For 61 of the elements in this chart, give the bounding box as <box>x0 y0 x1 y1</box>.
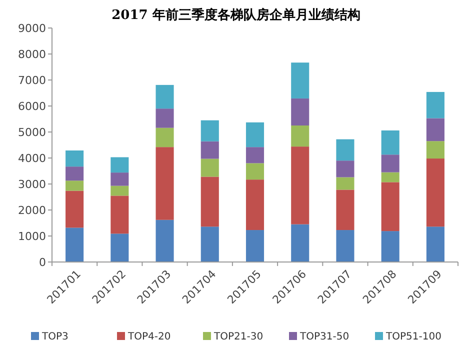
y-tick-label: 1000 <box>18 230 46 243</box>
bar <box>291 126 310 147</box>
legend-label: TOP51-100 <box>385 332 442 342</box>
y-tick-label: 4000 <box>18 152 46 165</box>
bar <box>66 228 84 262</box>
bar <box>381 130 400 155</box>
y-tick-label: 5000 <box>18 126 46 139</box>
bar <box>291 62 310 98</box>
bar <box>291 224 310 262</box>
bar <box>381 182 400 232</box>
bar <box>66 150 84 167</box>
bar <box>110 234 129 262</box>
bar <box>426 118 444 142</box>
y-tick-label: 6000 <box>18 100 46 113</box>
bar <box>156 220 174 262</box>
bar <box>156 147 174 220</box>
legend-label: TOP3 <box>41 332 68 342</box>
bar <box>246 147 264 164</box>
y-tick-label: 7000 <box>18 74 46 87</box>
bar <box>336 160 354 178</box>
y-tick-label: 8000 <box>18 48 46 61</box>
bar <box>156 128 174 148</box>
bar <box>246 163 264 180</box>
y-tick-label: 3000 <box>18 178 46 191</box>
y-tick-label: 2000 <box>18 204 46 217</box>
bar <box>66 166 84 181</box>
legend-label: TOP4-20 <box>127 332 171 342</box>
bar <box>381 231 400 262</box>
bar <box>336 230 354 262</box>
bar <box>426 158 444 227</box>
bar <box>336 190 354 230</box>
y-tick-label: 9000 <box>18 22 46 35</box>
bar <box>426 92 444 118</box>
bar <box>200 176 219 227</box>
bar <box>246 122 264 148</box>
bar <box>200 120 219 142</box>
bar <box>246 230 264 262</box>
bar <box>156 84 174 109</box>
y-tick-label: 0 <box>39 256 46 269</box>
bar <box>110 186 129 196</box>
bar <box>291 146 310 224</box>
chart-title: 2017 年前三季度各梯队房企单月业绩结构 <box>112 7 360 23</box>
legend-label: TOP31-50 <box>299 332 350 342</box>
bar <box>200 226 219 262</box>
bar <box>336 177 354 190</box>
bar <box>110 157 129 173</box>
bar <box>156 108 174 128</box>
bar <box>426 226 444 262</box>
bar <box>426 141 444 159</box>
bar <box>246 180 264 230</box>
bar <box>336 139 354 161</box>
bar <box>291 98 310 126</box>
bar <box>66 180 84 191</box>
legend-label: TOP21-30 <box>213 332 264 342</box>
bar <box>200 158 219 177</box>
bar <box>200 141 219 159</box>
bar <box>110 196 129 234</box>
bar <box>381 172 400 182</box>
bar <box>381 154 400 172</box>
bar <box>66 190 84 228</box>
bar <box>110 172 129 186</box>
